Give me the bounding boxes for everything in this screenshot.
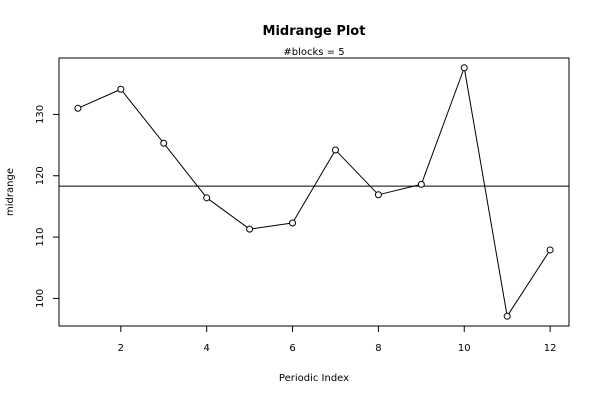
x-tick-label-12: 12 [544,343,557,354]
y-axis-label: midrange [5,168,16,216]
y-tick-label-130: 130 [35,105,46,124]
data-point-11 [503,312,511,320]
data-point-10 [460,64,468,72]
data-point-9 [417,180,425,188]
y-axis: 100 110 120 130 [35,105,59,308]
x-tick-label-8: 8 [375,343,381,354]
x-axis: 2 4 6 8 10 12 [118,326,557,354]
data-point-3 [160,139,168,147]
data-point-8 [374,191,382,199]
data-point-2 [117,85,125,93]
x-tick-label-10: 10 [458,343,471,354]
y-tick-label-120: 120 [35,166,46,185]
x-tick-label-4: 4 [203,343,209,354]
y-tick-label-110: 110 [35,228,46,247]
data-point-4 [203,194,211,202]
data-point-1 [74,104,82,112]
chart-subtitle: #blocks = 5 [283,47,344,58]
data-point-6 [289,219,297,227]
x-axis-label: Periodic Index [279,373,349,384]
plot-frame [58,57,570,327]
data-point-12 [546,246,554,254]
chart-title: Midrange Plot [263,24,366,39]
x-tick-label-6: 6 [289,343,295,354]
y-tick-label-100: 100 [35,289,46,308]
data-point-7 [331,146,339,154]
series-line [80,70,549,314]
x-tick-label-2: 2 [118,343,124,354]
data-point-5 [246,225,254,233]
data-points [74,64,554,320]
